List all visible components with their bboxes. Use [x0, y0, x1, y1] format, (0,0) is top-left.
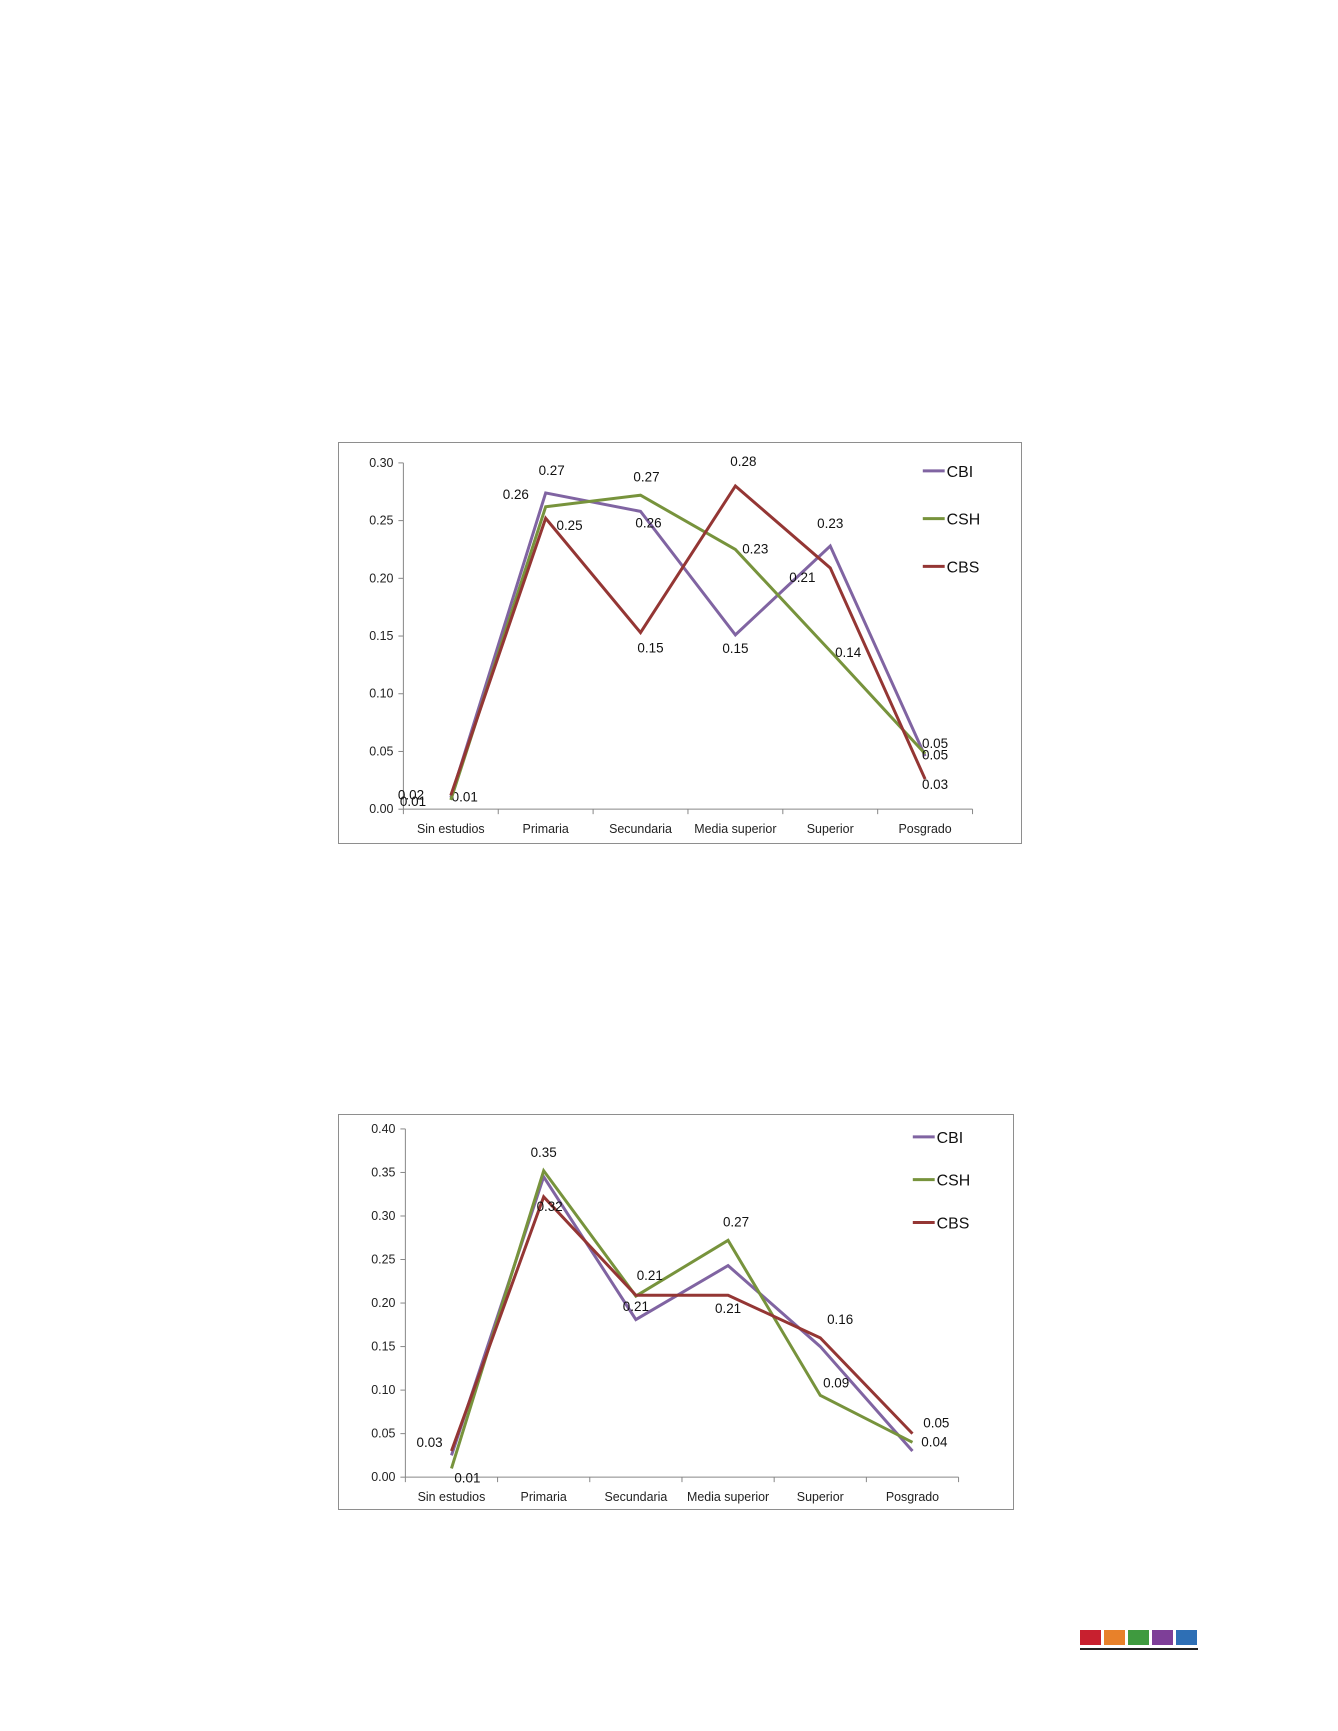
- data-label-cbs: 0.32: [537, 1199, 563, 1214]
- data-label-csh: 0.27: [633, 469, 659, 484]
- data-label-csh: 0.04: [921, 1434, 948, 1449]
- data-label-csh: 0.01: [454, 1470, 480, 1485]
- legend-label-csh: CSH: [937, 1173, 971, 1190]
- y-tick-label: 0.05: [371, 1427, 395, 1441]
- chart-2-svg: 0.00 0.05 0.10 0.15 0.20 0.25 0.30 0.35 0.40 Sin …: [371, 1122, 971, 1504]
- data-label-csh: 0.35: [531, 1145, 557, 1160]
- x-tick-label: Posgrado: [886, 1490, 939, 1504]
- x-tick-label: Sin estudios: [418, 1490, 486, 1504]
- x-tick-label: Media superior: [694, 822, 776, 836]
- data-label-cbs: 0.25: [556, 518, 582, 533]
- data-label-cbi: 0.27: [539, 463, 565, 478]
- data-label-cbs: 0.28: [730, 454, 756, 469]
- data-label-csh: 0.26: [503, 487, 529, 502]
- footer-color-block: [1128, 1630, 1149, 1645]
- data-label-csh: 0.05: [922, 748, 948, 763]
- x-tick-label: Secundaria: [604, 1490, 667, 1504]
- chart-2: 0.00 0.05 0.10 0.15 0.20 0.25 0.30 0.35 0.40 Sin …: [338, 1114, 1014, 1510]
- data-label-cbs: 0.15: [637, 640, 663, 655]
- data-label-cbi: 0.05: [922, 736, 948, 751]
- data-label-csh: 0.01: [400, 794, 426, 809]
- legend-label-cbs: CBS: [947, 559, 980, 576]
- data-label-cbi: 0.15: [722, 641, 748, 656]
- legend-label-csh: CSH: [947, 512, 981, 529]
- footer-color-block: [1104, 1630, 1125, 1645]
- series-line-csh: [449, 493, 927, 801]
- data-label-cbi: 0.01: [452, 790, 478, 805]
- y-tick-label: 0.20: [371, 1296, 395, 1310]
- legend-label-cbs: CBS: [937, 1215, 970, 1232]
- footer-color-bar: [1080, 1630, 1197, 1645]
- x-tick-label: Sin estudios: [417, 822, 485, 836]
- data-label-csh: 0.23: [742, 541, 768, 556]
- footer-color-block: [1080, 1630, 1101, 1645]
- y-tick-label: 0.15: [369, 629, 393, 643]
- data-label-csh: 0.14: [835, 645, 862, 660]
- data-label-csh: 0.21: [637, 1268, 663, 1283]
- footer-color-block: [1176, 1630, 1197, 1645]
- footer-color-block: [1152, 1630, 1173, 1645]
- x-tick-label: Superior: [807, 822, 854, 836]
- y-tick-label: 0.00: [371, 1470, 395, 1484]
- legend-label-cbi: CBI: [947, 464, 974, 481]
- data-label-cbs: 0.05: [923, 1416, 949, 1431]
- y-tick-label: 0.20: [369, 571, 393, 585]
- y-tick-label: 0.30: [369, 456, 393, 470]
- data-label-cbs: 0.21: [715, 1301, 741, 1316]
- data-label-cbs: 0.03: [922, 777, 948, 792]
- x-tick-label: Primaria: [521, 1490, 567, 1504]
- y-tick-label: 0.15: [371, 1340, 395, 1354]
- footer-rule: [1080, 1648, 1198, 1650]
- legend-label-cbi: CBI: [937, 1130, 964, 1147]
- series-line-cbs: [449, 483, 927, 796]
- series-line-csh: [450, 1167, 914, 1469]
- data-label-cbs: 0.02: [398, 787, 424, 802]
- y-tick-label: 0.35: [371, 1165, 395, 1179]
- x-tick-label: Secundaria: [609, 822, 672, 836]
- data-label-csh: 0.27: [723, 1214, 749, 1229]
- y-tick-label: 0.25: [371, 1252, 395, 1266]
- data-label-cbs: 0.16: [827, 1312, 853, 1327]
- y-tick-label: 0.30: [371, 1209, 395, 1223]
- y-tick-label: 0.10: [369, 687, 393, 701]
- chart-1-svg: 0.00 0.05 0.10 0.15 0.20 0.25 0.30 Sin estudios…: [369, 454, 981, 836]
- y-tick-label: 0.25: [369, 514, 393, 528]
- y-tick-label: 0.05: [369, 744, 393, 758]
- series-line-cbi: [449, 491, 927, 799]
- x-tick-label: Media superior: [687, 1490, 769, 1504]
- y-tick-label: 0.40: [371, 1122, 395, 1136]
- data-label-cbs: 0.21: [789, 570, 815, 585]
- data-label-csh: 0.09: [823, 1375, 849, 1390]
- data-label-cbi: 0.26: [635, 515, 661, 530]
- series-line-cbs: [450, 1194, 914, 1452]
- x-tick-label: Superior: [797, 1490, 844, 1504]
- y-tick-label: 0.10: [371, 1383, 395, 1397]
- data-label-cbs: 0.21: [623, 1299, 649, 1314]
- y-tick-label: 0.00: [369, 802, 393, 816]
- data-label-cbi: 0.23: [817, 516, 843, 531]
- data-label-cbs: 0.03: [417, 1435, 443, 1450]
- x-tick-label: Posgrado: [899, 822, 952, 836]
- chart-1: 0.00 0.05 0.10 0.15 0.20 0.25 0.30 Sin estudios…: [338, 442, 1022, 844]
- x-tick-label: Primaria: [523, 822, 569, 836]
